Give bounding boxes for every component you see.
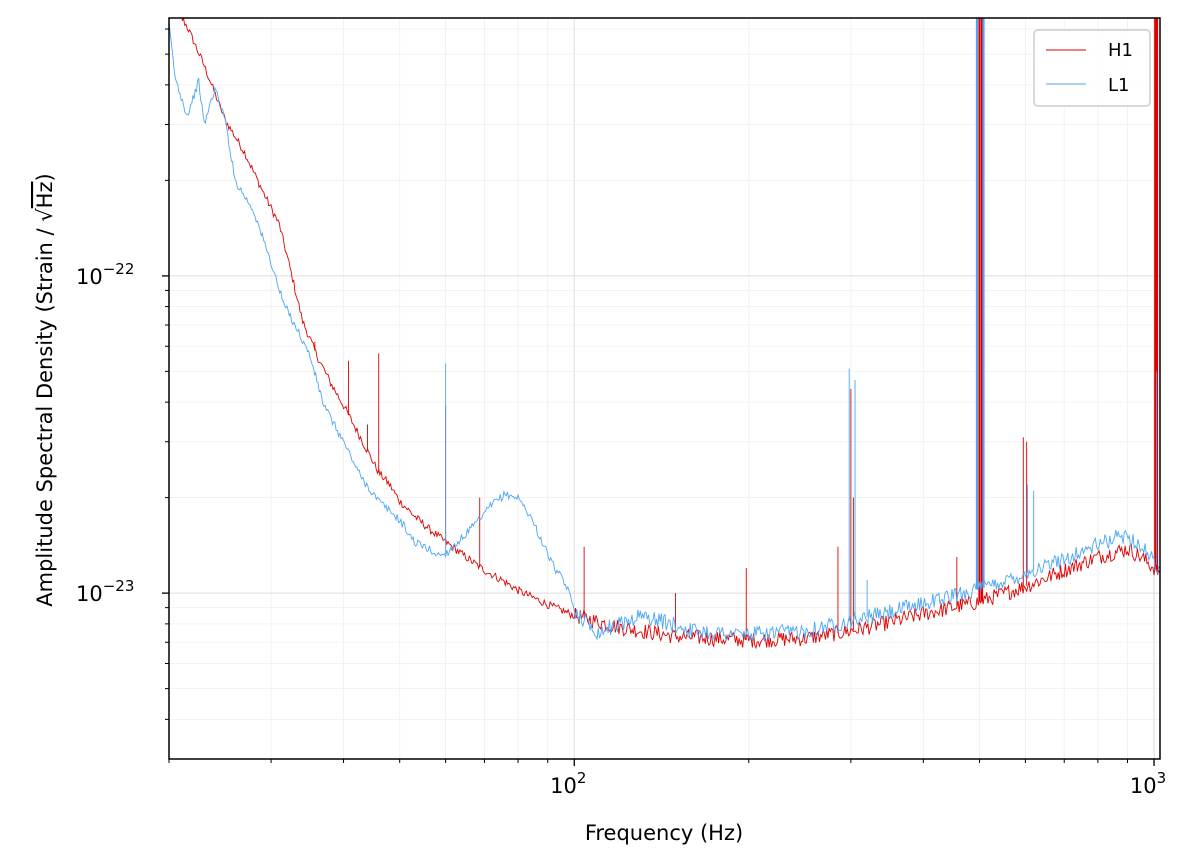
x-tick-label: 103 [1130,769,1166,798]
legend: H1 L1 [1033,29,1151,107]
y-axis-label: Amplitude Spectral Density (Strain / √Hz… [33,173,57,606]
y-tick-label: 10−23 [76,577,134,606]
y-axis-label-suffix: ) [33,173,57,181]
x-tick-exponent: 2 [577,769,587,787]
y-tick-exponent: −22 [103,260,135,278]
series-line-l1 [169,21,1160,642]
x-axis-label: Frequency (Hz) [585,821,743,845]
series-line-h1 [181,18,1160,650]
x-tick-base: 10 [550,774,577,798]
legend-label-l1: L1 [1108,75,1129,96]
plot-frame [168,17,1161,760]
x-tick-base: 10 [1130,774,1157,798]
legend-box [1033,29,1151,107]
y-tick-base: 10 [76,265,103,289]
y-axis-label-radicand: Hz [33,181,57,208]
y-axis-label-radical: √ [33,208,57,222]
legend-label-h1: H1 [1108,40,1133,61]
y-tick-label: 10−22 [76,260,134,289]
x-tick-label: 102 [550,769,586,798]
series-layer [169,18,1160,650]
x-tick-exponent: 3 [1157,769,1167,787]
y-tick-exponent: −23 [103,577,135,595]
y-tick-base: 10 [76,582,103,606]
ticks [162,28,1155,766]
y-axis-label-prefix: Amplitude Spectral Density (Strain / [33,222,57,607]
